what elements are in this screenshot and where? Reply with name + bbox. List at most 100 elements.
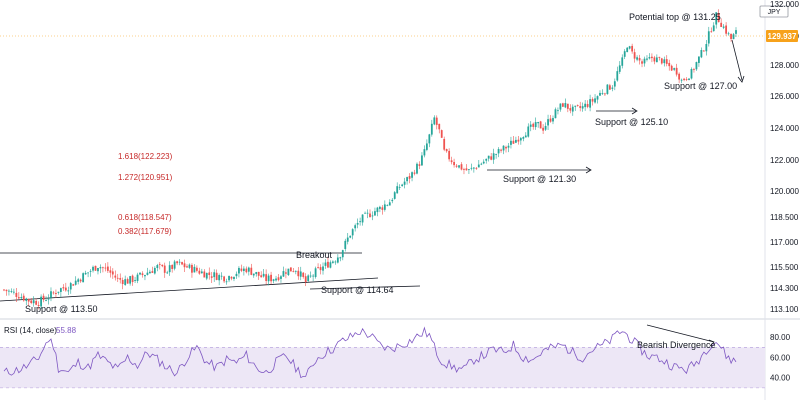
candle-body <box>589 99 591 108</box>
candle-body <box>94 265 97 271</box>
candle-body <box>668 62 671 67</box>
candle-body <box>203 271 206 278</box>
candle-body <box>228 275 230 281</box>
candle-body <box>705 44 708 52</box>
candle-body <box>660 58 663 64</box>
candle-body <box>20 297 23 299</box>
candle-body <box>403 181 406 185</box>
candle-body <box>346 237 349 242</box>
candle-body <box>398 186 401 188</box>
candle-body <box>515 139 517 143</box>
candle-body <box>287 268 290 275</box>
candle-body <box>69 283 72 290</box>
candle-body <box>430 123 433 135</box>
candle-body <box>55 293 57 294</box>
candle-body <box>648 57 651 59</box>
candle-body <box>171 264 174 269</box>
candle-body <box>611 87 614 89</box>
annotation-support-125: Support @ 125.10 <box>595 117 668 127</box>
candle-body <box>121 280 124 285</box>
candle-body <box>319 267 322 271</box>
candle-body <box>12 291 15 293</box>
y-tick-label: 122.000 <box>770 156 799 165</box>
candle-body <box>230 276 233 279</box>
candle-body <box>722 26 725 28</box>
candle-body <box>45 300 47 301</box>
candle-body <box>309 275 312 277</box>
candle-body <box>566 103 569 109</box>
candle-body <box>361 214 364 223</box>
candle-body <box>690 69 693 79</box>
candle-body <box>161 264 164 267</box>
rsi-level-label: 60.00 <box>770 353 791 362</box>
candle-body <box>725 25 728 34</box>
candle-body <box>84 272 87 275</box>
candle-body <box>37 304 40 306</box>
support-121-arrowhead <box>585 166 592 174</box>
candle-body <box>114 275 117 278</box>
candle-body <box>265 274 268 281</box>
candle-body <box>195 267 198 271</box>
candle-body <box>17 297 20 299</box>
candle-body <box>275 278 277 281</box>
candles <box>3 9 737 310</box>
candle-body <box>707 31 710 44</box>
candle-body <box>40 296 42 307</box>
candle-body <box>391 199 394 202</box>
candle-body <box>554 109 557 119</box>
candle-body <box>418 164 421 166</box>
candle-body <box>89 270 92 272</box>
candle-body <box>522 137 525 139</box>
candle-body <box>79 279 82 282</box>
candle-body <box>245 268 248 273</box>
candle-body <box>401 184 404 186</box>
candle-body <box>35 300 38 305</box>
candle-body <box>119 278 122 280</box>
rsi-band <box>0 347 765 389</box>
candle-body <box>317 267 319 268</box>
candle-body <box>242 268 245 271</box>
projection-arrowhead <box>737 75 745 83</box>
candle-body <box>604 93 606 95</box>
candle-body <box>455 165 458 167</box>
candle-body <box>369 213 371 218</box>
candle-body <box>285 272 287 274</box>
candle-body <box>475 167 478 169</box>
candle-body <box>547 119 549 126</box>
candle-body <box>297 270 300 277</box>
candle-body <box>149 271 151 274</box>
annotation-support-121: Support @ 121.30 <box>503 174 576 184</box>
candle-body <box>700 50 703 58</box>
candle-body <box>490 156 493 160</box>
candle-body <box>336 257 339 263</box>
candle-body <box>435 117 438 125</box>
candle-body <box>616 71 619 81</box>
candle-body <box>188 264 191 268</box>
candle-body <box>544 125 547 130</box>
candle-body <box>250 267 253 275</box>
candle-body <box>425 143 428 150</box>
rsi-level-label: 80.00 <box>770 333 791 342</box>
candle-body <box>151 271 154 273</box>
candle-body <box>646 58 648 60</box>
candle-body <box>299 271 302 277</box>
candle-body <box>505 146 507 149</box>
candle-body <box>210 276 213 278</box>
divergence-arrowhead <box>708 339 715 347</box>
candle-body <box>22 295 25 301</box>
candle-body <box>470 167 473 169</box>
candle-body <box>158 263 161 265</box>
candle-body <box>374 211 376 216</box>
candle-body <box>534 122 537 128</box>
candle-body <box>129 276 132 284</box>
candle-body <box>153 267 156 274</box>
candle-body <box>82 273 85 283</box>
candle-body <box>581 106 584 109</box>
candle-body <box>329 262 332 268</box>
rsi-line-group <box>3 326 737 379</box>
candle-body <box>717 13 720 23</box>
y-tick-label: 113.100 <box>770 305 799 314</box>
candle-body <box>613 81 616 87</box>
candle-body <box>62 287 65 289</box>
symbol-label: JPY <box>768 9 781 16</box>
